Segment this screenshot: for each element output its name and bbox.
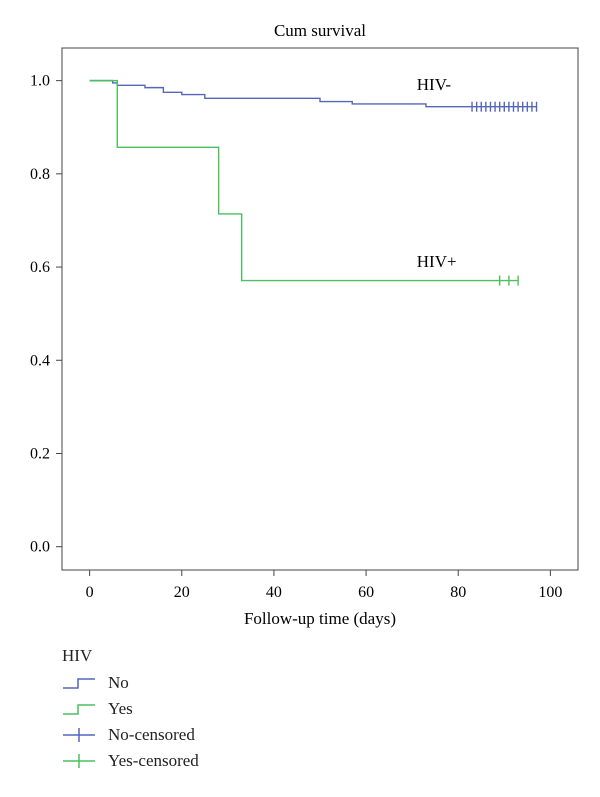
x-tick-label: 100 (538, 584, 562, 601)
x-tick-label: 60 (358, 584, 374, 601)
legend-label: No-censored (108, 725, 195, 744)
x-tick-label: 80 (450, 584, 466, 601)
y-tick-label: 0.6 (30, 259, 50, 276)
legend-title: HIV (62, 646, 93, 665)
annotation-layer: HIV- HIV+ (417, 75, 457, 271)
x-axis-label: Follow-up time (days) (244, 609, 396, 628)
plot-frame (61, 47, 579, 571)
y-tick-label: 0.4 (30, 352, 50, 369)
y-tick-label: 0.8 (30, 166, 50, 183)
y-tick-label: 0.2 (30, 445, 50, 462)
legend-item: No (62, 670, 199, 696)
legend-label: Yes-censored (108, 751, 199, 770)
y-tick-label: 0.0 (30, 539, 50, 556)
step-line-icon (63, 704, 95, 715)
legend-items: No Yes No-censored Yes-censored (62, 670, 199, 774)
chart-title: Cum survival (274, 21, 366, 40)
curve-annotation: HIV- (417, 75, 452, 94)
legend-label: Yes (108, 699, 133, 718)
censor-mark-icon (63, 728, 95, 742)
x-tick-label: 20 (174, 584, 190, 601)
legend-item: Yes-censored (62, 748, 199, 774)
legend-label: No (108, 673, 129, 692)
x-axis: 0 20 40 60 80 100 (86, 570, 562, 601)
censor-mark-icon (63, 754, 95, 768)
legend: HIV No Yes No-censored Yes-censored (62, 646, 199, 774)
series-layer (89, 79, 538, 286)
km-survival-chart: Cum survival 0 20 40 60 80 100 0.00.20.40.60.… (30, 21, 579, 628)
curve-annotation: HIV+ (417, 252, 457, 271)
survival-curve-no (89, 79, 537, 108)
x-tick-label: 0 (86, 584, 94, 601)
legend-item: No-censored (62, 722, 199, 748)
y-axis: 0.0 0.2 0.4 0.6 0.8 1.0 (30, 73, 62, 556)
legend-item: Yes (62, 696, 199, 722)
y-tick-label: 1.0 (30, 73, 50, 90)
survival-curve-yes (89, 79, 519, 282)
x-tick-label: 40 (266, 584, 282, 601)
step-line-icon (63, 678, 95, 689)
